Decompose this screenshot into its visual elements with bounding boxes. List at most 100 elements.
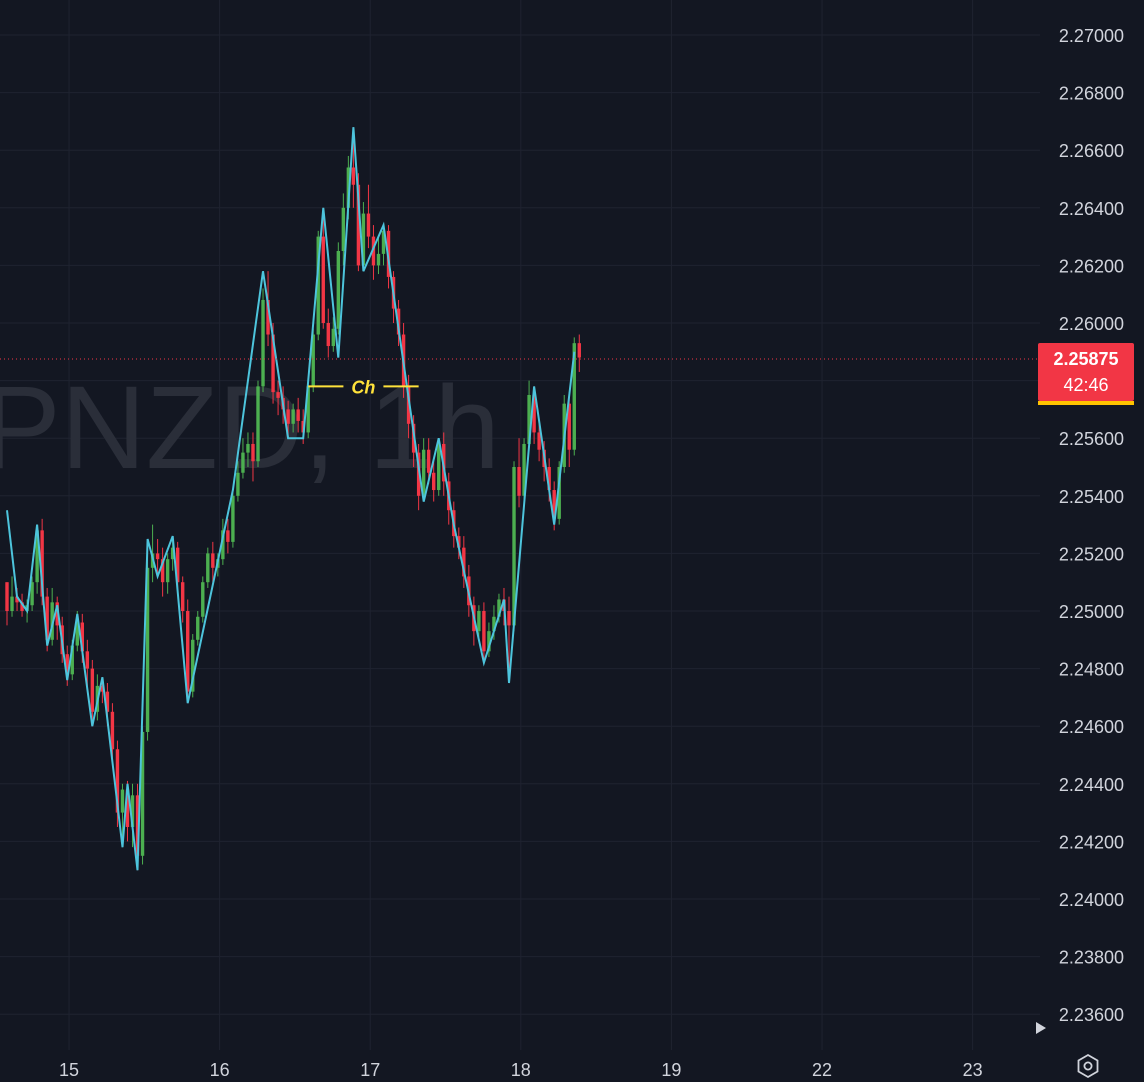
x-axis-tick-label: 22: [812, 1060, 832, 1080]
candle-body: [115, 749, 120, 813]
candle-body: [432, 472, 436, 491]
y-axis-tick-label: 2.25200: [1059, 544, 1124, 564]
last-price-tag-bg: [1038, 343, 1134, 401]
candle-body: [256, 386, 260, 462]
x-axis-tick-label: 23: [963, 1060, 983, 1080]
candle-body: [35, 530, 39, 583]
candle-body: [437, 443, 441, 491]
candle-body: [251, 443, 255, 462]
candle-body: [296, 409, 300, 421]
candle-body: [457, 536, 461, 548]
candle-body: [286, 409, 290, 424]
candle-body: [552, 490, 556, 519]
x-axis-tick-label: 18: [511, 1060, 531, 1080]
x-axis-tick-label: 17: [360, 1060, 380, 1080]
candle-body: [196, 616, 200, 640]
candle-body: [462, 547, 466, 577]
candle-body: [311, 334, 315, 387]
candle-body: [266, 299, 270, 335]
choch-label: Ch: [351, 377, 375, 397]
candle-body: [125, 789, 130, 827]
y-axis-tick-label: 2.26600: [1059, 141, 1124, 161]
candle-body: [572, 343, 576, 450]
candle-body: [155, 553, 160, 560]
candle-body: [170, 547, 175, 560]
candle-body: [160, 559, 165, 583]
candle-body: [55, 602, 59, 626]
candle-body: [356, 184, 361, 266]
candle-body: [321, 236, 325, 323]
candle-body: [366, 213, 371, 237]
candle-body: [120, 789, 125, 813]
candle-body: [20, 602, 24, 611]
y-axis-tick-label: 2.23600: [1059, 1005, 1124, 1025]
candle-body: [165, 559, 170, 583]
y-axis-tick-label: 2.23800: [1059, 948, 1124, 968]
y-axis-tick-label: 2.25400: [1059, 487, 1124, 507]
candle-body: [532, 395, 536, 433]
candle-body: [527, 395, 531, 444]
candle-body: [70, 645, 74, 675]
candle-body: [336, 251, 341, 329]
candle-body: [65, 654, 69, 675]
candle-body: [45, 596, 49, 640]
candle-body: [130, 795, 135, 827]
candle-body: [5, 582, 9, 611]
y-axis-tick-label: 2.25600: [1059, 429, 1124, 449]
candle-body: [371, 236, 376, 266]
candle-body: [271, 334, 275, 393]
candle-body: [507, 611, 511, 626]
scroll-right-arrow-icon[interactable]: [1034, 1018, 1048, 1038]
candle-body: [577, 343, 581, 358]
candle-body: [221, 530, 225, 560]
candle-body: [291, 409, 295, 424]
candle-body: [191, 639, 195, 692]
candle-body: [236, 472, 240, 496]
y-axis-tick-label: 2.26200: [1059, 256, 1124, 276]
candle-body: [396, 308, 401, 335]
last-price-value: 2.25875: [1053, 349, 1119, 369]
candle-body: [140, 731, 145, 856]
candle-body: [341, 207, 346, 251]
candle-body: [487, 631, 491, 652]
candle-body: [497, 599, 501, 617]
last-price-tag: 2.25875 42:46: [1038, 343, 1134, 405]
candle-body: [30, 582, 34, 606]
candle-body: [50, 602, 54, 640]
y-axis-tick-label: 2.24600: [1059, 717, 1124, 737]
candle-body: [90, 668, 95, 712]
candle-body: [175, 547, 180, 583]
candle-body: [351, 167, 356, 185]
x-axis-tick-label: 16: [210, 1060, 230, 1080]
candle-body: [547, 467, 551, 491]
y-axis-tick-label: 2.26400: [1059, 199, 1124, 219]
y-axis-tick-label: 2.24200: [1059, 832, 1124, 852]
candle-body: [100, 685, 105, 692]
bar-countdown-timer: 42:46: [1063, 375, 1109, 395]
candle-body: [135, 795, 140, 856]
candle-body: [537, 432, 541, 450]
candle-body: [241, 452, 245, 473]
candle-body: [421, 449, 426, 496]
candle-body: [492, 616, 496, 632]
candle-body: [246, 443, 250, 453]
y-axis-tick-label: 2.24800: [1059, 660, 1124, 680]
candle-body: [331, 328, 335, 347]
candle-body: [426, 449, 431, 473]
candle-body: [301, 420, 305, 433]
candle-body: [512, 467, 516, 626]
candle-body: [482, 611, 486, 652]
candle-body: [110, 711, 115, 750]
candle-body: [361, 213, 366, 266]
settings-gear-icon[interactable]: [1072, 1050, 1104, 1082]
candle-body: [15, 596, 19, 603]
candle-body: [381, 230, 386, 254]
candle-body: [517, 467, 521, 496]
y-axis-tick-label: 2.26000: [1059, 314, 1124, 334]
candle-body: [226, 530, 230, 542]
candle-body: [105, 691, 110, 712]
candle-body: [261, 299, 265, 387]
candle-body: [567, 403, 571, 450]
candle-body: [316, 236, 320, 335]
